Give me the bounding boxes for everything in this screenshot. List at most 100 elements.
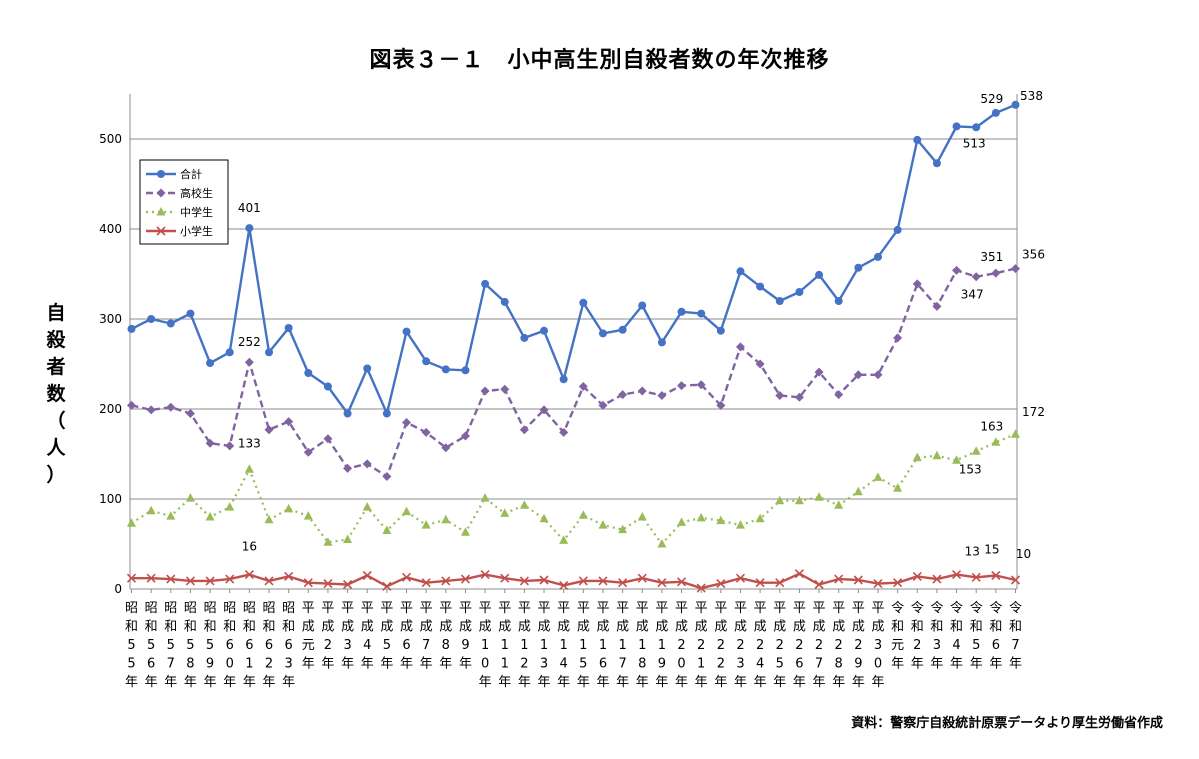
data-point	[500, 297, 509, 306]
data-point	[991, 570, 1001, 581]
x-tick-label: 平成 6 年	[400, 601, 413, 672]
legend-marker	[156, 226, 166, 236]
data-point	[323, 537, 333, 546]
data-point	[912, 571, 922, 581]
data-point	[284, 503, 294, 513]
series-line	[131, 572, 1016, 590]
x-tick-label-char: 年	[950, 657, 963, 672]
x-tick-label-char: 和	[911, 620, 924, 635]
data-point	[912, 452, 922, 462]
x-tick-label-char: 成	[793, 620, 806, 635]
data-point	[815, 270, 824, 279]
data-point	[519, 576, 529, 586]
data-label: 252	[238, 335, 261, 349]
data-point	[460, 527, 470, 536]
data-point	[146, 405, 156, 415]
x-tick-label-char: 1	[579, 638, 587, 653]
data-point	[677, 307, 686, 316]
data-point	[147, 315, 156, 323]
data-point	[873, 252, 882, 261]
x-tick-label-char: 6	[265, 638, 273, 653]
x-tick-label-char: 年	[518, 675, 531, 690]
data-point	[578, 382, 588, 391]
data-point	[735, 573, 746, 583]
data-point	[421, 520, 431, 529]
data-label: 10	[1016, 547, 1031, 561]
x-tick-label-char: 1	[599, 638, 607, 653]
data-point	[185, 576, 195, 586]
x-tick-label-char: 年	[459, 657, 472, 672]
x-tick-label: 平成 2 年	[321, 601, 334, 672]
legend-label: 小学生	[180, 224, 213, 238]
x-tick-label-char: 平	[852, 601, 865, 616]
x-tick-label-char: 1	[540, 638, 548, 653]
x-tick-label-char: 5	[383, 638, 391, 653]
data-label: 538	[1020, 89, 1043, 103]
data-point	[873, 579, 883, 589]
x-tick-label-char: 平	[655, 601, 668, 616]
x-tick-label-char: 6	[992, 638, 1000, 653]
data-point	[618, 578, 628, 588]
x-tick-label-char: 成	[852, 620, 865, 635]
x-tick-label-char: 0	[226, 657, 234, 672]
x-tick-label-char: 3	[933, 638, 941, 653]
data-point	[166, 402, 176, 412]
data-point	[264, 514, 274, 524]
data-point	[441, 576, 451, 586]
series-line	[130, 433, 1016, 546]
x-tick-label-char: 0	[481, 657, 489, 672]
data-point	[676, 577, 687, 587]
x-tick-label-char: 昭	[243, 601, 256, 616]
data-point	[893, 333, 903, 343]
data-point	[853, 486, 863, 496]
x-tick-label-char: 和	[1009, 620, 1022, 635]
x-tick-label-char: 成	[479, 620, 492, 635]
x-tick-label: 平成 2 1 年	[695, 601, 708, 690]
y-axis-label-char: 自	[46, 302, 66, 324]
data-point	[362, 502, 372, 511]
data-point	[284, 571, 294, 581]
x-tick-label-char: 年	[636, 675, 649, 690]
x-tick-label-char: 成	[459, 620, 472, 635]
source-note: 資料：警察庁自殺統計原票データより厚生労働省作成	[851, 716, 1163, 731]
x-tick-label-char: 平	[380, 601, 393, 616]
x-tick-label-char: 年	[970, 657, 983, 672]
x-tick-label-char: 和	[164, 620, 177, 635]
x-tick-label-char: 3	[540, 657, 548, 672]
data-point	[638, 301, 647, 310]
data-point	[716, 326, 725, 335]
data-point	[834, 297, 843, 305]
series-lines	[126, 100, 1021, 593]
x-tick-label-char: 成	[518, 620, 531, 635]
x-tick-label-char: 年	[380, 657, 393, 672]
data-point	[539, 575, 549, 585]
data-point	[834, 390, 844, 400]
x-tick-label: 昭和 6 0 年	[223, 601, 236, 690]
x-tick-label-char: 年	[479, 675, 492, 690]
x-tick-label-char: 平	[577, 601, 590, 616]
x-tick-label-char: 和	[223, 620, 236, 635]
y-tick-label: 400	[99, 222, 122, 236]
x-tick-label-char: 成	[734, 620, 747, 635]
x-tick-label-char: 5	[127, 638, 135, 653]
data-point	[382, 525, 392, 534]
x-tick-label-char: 年	[596, 675, 609, 690]
legend-item: 小学生	[146, 224, 213, 238]
data-point	[206, 359, 215, 368]
data-point	[303, 578, 313, 588]
data-point	[1011, 264, 1020, 274]
data-point	[578, 510, 588, 519]
series-1	[127, 264, 1020, 481]
data-point	[972, 123, 981, 132]
x-tick-label: 平成 7 年	[420, 601, 433, 672]
x-tick-label-char: 1	[520, 638, 528, 653]
data-point	[225, 502, 235, 511]
data-point	[127, 324, 136, 333]
x-tick-label-char: 和	[970, 620, 983, 635]
data-point	[971, 446, 981, 455]
data-point	[323, 579, 333, 589]
x-tick-label-char: 1	[560, 638, 568, 653]
x-tick-label-char: 5	[147, 638, 155, 653]
x-tick-label-char: 令	[930, 601, 943, 616]
data-point	[225, 441, 235, 451]
